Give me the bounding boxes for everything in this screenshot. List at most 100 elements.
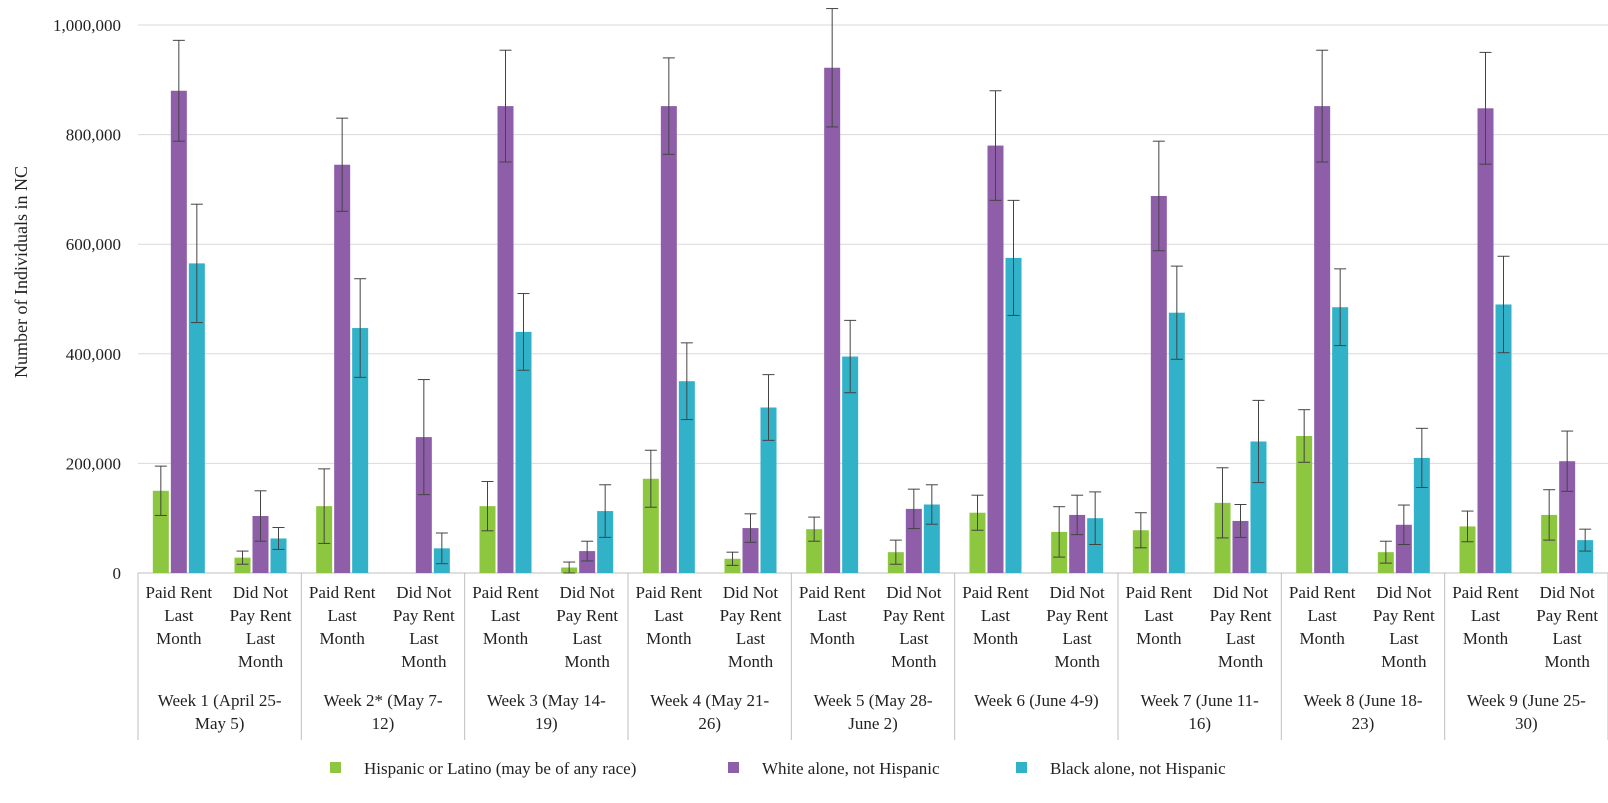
bar — [497, 106, 514, 573]
x-group-label: 26) — [698, 714, 721, 733]
x-group-label: Week 1 (April 25- — [158, 691, 282, 710]
y-tick-label: 800,000 — [66, 126, 121, 145]
x-subcategory-label: Pay Rent — [230, 606, 292, 625]
x-group-label: Week 8 (June 18- — [1303, 691, 1422, 710]
bar — [1495, 304, 1512, 573]
bar — [742, 528, 759, 573]
bar — [597, 511, 614, 573]
y-axis-label: Number of Individuals in NC — [11, 166, 31, 378]
y-tick-label: 400,000 — [66, 345, 121, 364]
bar — [824, 67, 841, 573]
x-group-label: 12) — [372, 714, 395, 733]
x-subcategory-label: Month — [1299, 629, 1345, 648]
bar — [234, 557, 251, 573]
x-subcategory-label: Did Not — [1050, 583, 1106, 602]
x-group-label: Week 7 (June 11- — [1140, 691, 1259, 710]
x-subcategory-label: Month — [564, 652, 610, 671]
y-tick-label: 0 — [113, 564, 122, 583]
x-subcategory-label: Month — [1218, 652, 1264, 671]
x-subcategory-label: Last — [328, 606, 358, 625]
x-subcategory-label: Month — [156, 629, 202, 648]
bar — [969, 512, 986, 573]
bar — [1250, 441, 1267, 573]
x-subcategory-label: Pay Rent — [556, 606, 618, 625]
bar — [1477, 108, 1494, 574]
gridlines — [138, 24, 1608, 574]
x-subcategory-label: Month — [809, 629, 855, 648]
x-subcategory-label: Paid Rent — [146, 583, 213, 602]
x-subcategory-label: Did Not — [1540, 583, 1596, 602]
bar — [1395, 524, 1412, 573]
error-bars — [154, 8, 1592, 574]
bar — [188, 263, 205, 573]
x-subcategory-label: Month — [973, 629, 1019, 648]
bar — [806, 529, 823, 573]
x-subcategory-label: Pay Rent — [393, 606, 455, 625]
bar — [1577, 540, 1594, 573]
x-subcategory-label: Month — [483, 629, 529, 648]
bar — [1559, 461, 1576, 573]
x-subcategory-label: Last — [491, 606, 521, 625]
x-subcategory-label: Pay Rent — [883, 606, 945, 625]
x-group-label: Week 2* (May 7- — [323, 691, 442, 710]
x-subcategory-label: Last — [1553, 629, 1583, 648]
x-subcategory-label: Did Not — [886, 583, 942, 602]
bar — [415, 437, 432, 573]
x-subcategory-label: Last — [246, 629, 276, 648]
x-subcategory-label: Last — [573, 629, 603, 648]
bar — [1413, 457, 1430, 573]
x-group-label: Week 9 (June 25- — [1467, 691, 1586, 710]
x-subcategory-label: Paid Rent — [309, 583, 376, 602]
bar — [905, 508, 922, 573]
x-subcategory-label: Paid Rent — [636, 583, 703, 602]
x-group-label: June 2) — [848, 714, 898, 733]
x-subcategory-label: Paid Rent — [1126, 583, 1193, 602]
x-subcategory-label: Pay Rent — [1210, 606, 1272, 625]
x-subcategory-label: Pay Rent — [1536, 606, 1598, 625]
bar — [1087, 518, 1104, 573]
x-subcategory-label: Last — [1226, 629, 1256, 648]
x-group-label: 19) — [535, 714, 558, 733]
bar — [1296, 436, 1313, 573]
bar — [579, 551, 596, 573]
x-subcategory-label: Paid Rent — [1452, 583, 1519, 602]
x-subcategory-label: Did Not — [1213, 583, 1269, 602]
x-subcategory-label: Did Not — [396, 583, 452, 602]
x-subcategory-label: Month — [1381, 652, 1427, 671]
bar — [352, 328, 369, 573]
x-group-label: Week 6 (June 4-9) — [974, 691, 1099, 710]
x-subcategory-label: Last — [409, 629, 439, 648]
bar — [334, 164, 351, 574]
x-subcategory-label: Last — [736, 629, 766, 648]
x-subcategory-label: Last — [164, 606, 194, 625]
legend-label: Black alone, not Hispanic — [1050, 759, 1226, 778]
x-subcategory-label: Month — [891, 652, 937, 671]
bar — [1168, 312, 1185, 573]
legend: Hispanic or Latino (may be of any race) W… — [330, 759, 1226, 778]
x-subcategory-label: Last — [981, 606, 1011, 625]
bar — [923, 504, 940, 573]
bar — [1232, 520, 1249, 573]
bar — [270, 538, 287, 573]
bar — [152, 490, 169, 573]
legend-label: Hispanic or Latino (may be of any race) — [364, 759, 636, 778]
x-subcategory-label: Last — [1063, 629, 1093, 648]
x-subcategory-label: Did Not — [1376, 583, 1432, 602]
y-tick-label: 200,000 — [66, 454, 121, 473]
bar — [678, 381, 695, 573]
x-group-label: Week 4 (May 21- — [650, 691, 769, 710]
x-subcategory-label: Month — [319, 629, 365, 648]
x-group-label: Week 5 (May 28- — [813, 691, 932, 710]
x-subcategory-label: Month — [728, 652, 774, 671]
bar — [479, 506, 496, 573]
x-group-label: May 5) — [195, 714, 245, 733]
x-subcategory-label: Month — [238, 652, 284, 671]
legend-swatch — [330, 762, 341, 773]
x-subcategory-label: Month — [1544, 652, 1590, 671]
x-subcategory-label: Last — [1471, 606, 1501, 625]
bar — [1332, 307, 1349, 573]
bar — [1132, 530, 1149, 573]
bar — [1459, 526, 1476, 573]
